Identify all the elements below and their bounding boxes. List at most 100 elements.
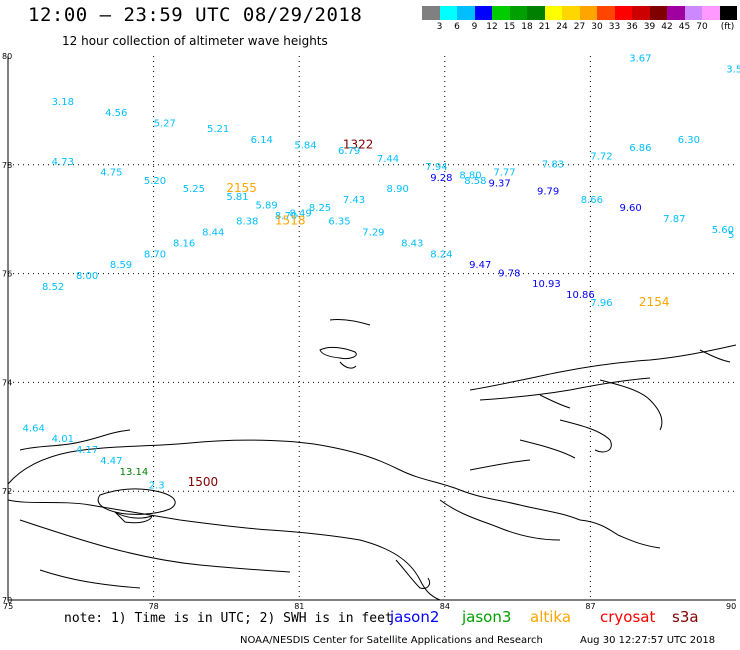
wave-height-value: 5.27: [154, 119, 176, 130]
wave-height-value: 7.72: [590, 151, 612, 162]
wave-height-value: 5.60: [712, 225, 734, 236]
coastline: [7, 319, 737, 601]
colorbar-swatch: [439, 6, 457, 20]
gridlines: [8, 56, 736, 600]
colorbar-label: 21: [538, 22, 551, 32]
wave-height-value: 7.44: [377, 154, 399, 165]
map-title: 12:00 — 23:59 UTC 08/29/2018: [28, 4, 363, 26]
wave-height-value: 7.83: [542, 160, 564, 171]
wave-height-value: 9.60: [620, 203, 642, 214]
y-tick-label: 72: [2, 487, 12, 496]
wave-height-value: 8.80: [459, 170, 481, 181]
wave-height-value: 4.75: [100, 168, 122, 179]
x-tick-label: 75: [3, 602, 13, 611]
x-tick-label: 81: [294, 602, 304, 611]
satellite-s3a: s3a: [672, 608, 699, 626]
y-tick-label: 74: [2, 378, 12, 387]
x-tick-label: 90: [726, 602, 736, 611]
wave-height-value: 9.79: [537, 187, 559, 198]
colorbar-swatch: [422, 6, 440, 20]
wave-height-value: 4.47: [100, 456, 122, 467]
wave-height-value: 4.73: [52, 157, 74, 168]
colorbar-swatch: [597, 6, 615, 20]
wave-height-value: 6.35: [328, 217, 350, 228]
wave-height-value: 8.25: [309, 203, 331, 214]
wave-height-value: 8.70: [275, 211, 297, 222]
wave-height-value: 4.01: [52, 434, 74, 445]
wave-height-value: 5.25: [183, 184, 205, 195]
colorbar-label: 9: [471, 22, 478, 32]
wave-height-value: 8.70: [144, 249, 166, 260]
wave-height-value: 10.93: [532, 279, 561, 290]
x-tick-label: 87: [585, 602, 595, 611]
wave-height-value: 7.87: [663, 214, 685, 225]
colorbar-label: 45: [678, 22, 691, 32]
wave-height-value: 8.49: [289, 208, 311, 219]
wave-height-value: 8.38: [236, 217, 258, 228]
colorbar-label: 3: [436, 22, 443, 32]
colorbar-swatch: [719, 6, 737, 20]
colorbar-swatch: [457, 6, 475, 20]
wave-height-value: 9.28: [430, 173, 452, 184]
wave-height-value: 8.24: [430, 249, 452, 260]
colorbar-swatch: [544, 6, 562, 20]
pass-time-label: 1518: [275, 214, 306, 228]
y-tick-label: 80: [2, 52, 12, 61]
wave-height-value: 7.77: [493, 168, 515, 179]
pass-time-label: 2155: [226, 181, 257, 195]
colorbar-label: 39: [643, 22, 656, 32]
colorbar-label: 6: [454, 22, 460, 32]
colorbar-label: 24: [556, 22, 568, 32]
wave-height-value: 3.18: [52, 97, 74, 108]
colorbar-swatch: [527, 6, 545, 20]
colorbar-label: 33: [608, 22, 621, 32]
wave-height-value: 3.67: [629, 53, 651, 64]
y-tick-label: 78: [2, 161, 12, 170]
wave-height-value: 4.56: [105, 108, 127, 119]
satellite-cryosat: cryosat: [600, 608, 656, 626]
x-tick-label: 78: [149, 602, 159, 611]
wave-height-value: 9.78: [498, 268, 520, 279]
wave-height-value: 13.14: [120, 467, 149, 478]
y-tick-label: 70: [2, 596, 12, 605]
colorbar-swatch: [649, 6, 667, 20]
wave-height-value: 8.59: [110, 260, 132, 271]
colorbar-swatch: [702, 6, 720, 20]
wave-height-value: 6.86: [629, 143, 651, 154]
wave-height-value: 7.96: [590, 298, 612, 309]
colorbar-swatch: [492, 6, 510, 20]
colorbar-label: 42: [661, 22, 673, 32]
wave-height-value: 8.44: [202, 228, 224, 239]
map-frame: [7, 56, 736, 601]
colorbar-label: 15: [503, 22, 516, 32]
wave-height-value: 8.16: [173, 238, 195, 249]
wave-height-value: 9.47: [469, 260, 491, 271]
wave-height-value: 8.66: [581, 195, 603, 206]
satellite-jason2: jason2: [390, 608, 440, 626]
colorbar-label: 36: [626, 22, 638, 32]
wave-height-value: 4.17: [76, 445, 98, 456]
wave-height-value: 6.79: [338, 146, 360, 157]
wave-height-value: 10.86: [566, 290, 595, 301]
colorbar-swatch: [667, 6, 685, 20]
map-subtitle: 12 hour collection of altimeter wave hei…: [62, 34, 328, 48]
wave-height-value: 8.58: [464, 176, 486, 187]
colorbar-label: 70: [696, 22, 708, 32]
wave-height-value: 2.3: [149, 480, 165, 491]
wave-height-value: 9.37: [488, 179, 510, 190]
note-text: note: 1) Time is in UTC; 2) SWH is in fe…: [64, 611, 393, 626]
colorbar-swatch: [632, 6, 650, 20]
wave-height-value: 5.89: [256, 200, 278, 211]
colorbar-label: 30: [591, 22, 603, 32]
wave-height-value: 5: [728, 230, 734, 241]
wave-height-value: 6.14: [251, 135, 273, 146]
colorbar-swatch: [474, 6, 492, 20]
satellite-altika: altika: [530, 608, 572, 626]
satellite-jason3: jason3: [462, 608, 512, 626]
wave-height-value: 6.30: [678, 135, 700, 146]
y-tick-label: 76: [2, 270, 12, 279]
pass-time-label: 2154: [639, 295, 670, 309]
